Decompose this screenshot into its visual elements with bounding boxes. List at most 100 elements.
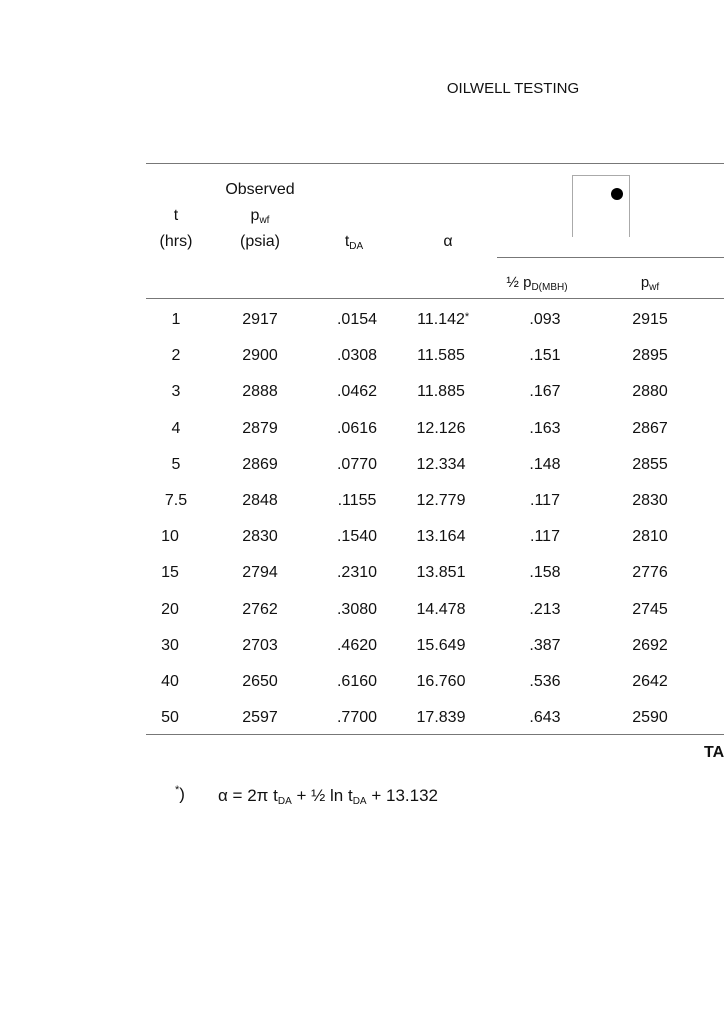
cell-pwf: 2900 <box>242 347 278 365</box>
table-row: 1 2917 .0154 11.142 * .093 2915 <box>0 311 724 331</box>
cell-alpha: 11.585 <box>417 347 465 365</box>
cell-pwf: 2597 <box>242 709 278 727</box>
cell-pwf: 2888 <box>242 383 278 401</box>
cell-half-pd: .167 <box>529 383 561 401</box>
table-row: 15 2794 .2310 13.851 .158 2776 <box>0 564 724 584</box>
cell-t: 10 <box>161 528 179 546</box>
group-rule <box>497 257 724 258</box>
cell-tda: .1540 <box>336 528 378 546</box>
cell-alpha: 12.779 <box>416 492 466 509</box>
cell-half-pd: .117 <box>530 492 560 509</box>
figure-box <box>572 175 630 237</box>
cell-half-pd: .213 <box>529 600 561 618</box>
footnote-marker: *) <box>175 784 185 804</box>
cell-t: 30 <box>161 636 179 654</box>
cell-alpha: 11.885 <box>417 383 465 401</box>
cell-t: 40 <box>161 673 179 690</box>
cell-alpha: 14.478 <box>416 600 466 618</box>
cell-half-pd: .387 <box>529 636 561 654</box>
cell-pwf-calc: 2810 <box>632 528 668 546</box>
cell-pwf: 2879 <box>242 419 278 437</box>
table-top-rule <box>146 163 724 164</box>
cell-tda: .1155 <box>337 492 377 509</box>
header-pwf: pwf <box>250 207 270 226</box>
table-row: 10 2830 .1540 13.164 .117 2810 <box>0 528 724 548</box>
cell-pwf: 2762 <box>242 600 278 618</box>
cell-half-pd: .148 <box>529 455 561 473</box>
cell-pwf-calc: 2745 <box>632 600 668 618</box>
cell-pwf: 2869 <box>242 455 278 473</box>
cell-pwf: 2650 <box>242 673 278 690</box>
table-row: 20 2762 .3080 14.478 .213 2745 <box>0 601 724 621</box>
cell-tda: .7700 <box>336 709 378 727</box>
cell-tda: .4620 <box>336 636 378 654</box>
cell-tda: .0616 <box>336 419 378 437</box>
cell-t: 4 <box>171 419 181 437</box>
table-row: 2 2900 .0308 11.585 .151 2895 <box>0 347 724 367</box>
running-title: OILWELL TESTING <box>446 80 580 97</box>
cell-half-pd: .163 <box>529 419 561 437</box>
cell-tda: .0770 <box>336 455 378 473</box>
header-half-pd: ½ pD(MBH) <box>506 274 568 293</box>
cell-pwf: 2830 <box>242 528 278 546</box>
table-caption-fragment: TA <box>704 744 724 761</box>
cell-pwf: 2794 <box>242 564 278 582</box>
cell-pwf-calc: 2642 <box>632 673 668 690</box>
table-bottom-rule <box>146 734 724 735</box>
cell-t: 20 <box>161 600 179 618</box>
cell-pwf: 2848 <box>242 492 278 509</box>
header-bottom-rule <box>146 298 724 299</box>
cell-t: 50 <box>161 709 179 727</box>
cell-tda: .0462 <box>336 383 378 401</box>
cell-tda: .3080 <box>336 600 378 618</box>
cell-t: 2 <box>171 347 181 365</box>
cell-half-pd: .151 <box>529 347 561 365</box>
header-t-unit: (hrs) <box>159 233 193 250</box>
header-t: t <box>173 207 179 224</box>
header-tda: tDA <box>344 233 364 252</box>
cell-t: 1 <box>171 311 181 328</box>
table-row: 4 2879 .0616 12.126 .163 2867 <box>0 420 724 440</box>
cell-half-pd: .158 <box>529 564 561 582</box>
header-alpha: α <box>443 233 453 250</box>
table-row: 3 2888 .0462 11.885 .167 2880 <box>0 383 724 403</box>
cell-t: 7.5 <box>164 492 188 509</box>
cell-half-pd: .536 <box>529 673 561 690</box>
cell-alpha: 16.760 <box>416 673 466 690</box>
cell-pwf-calc: 2895 <box>632 347 668 365</box>
table-row: 30 2703 .4620 15.649 .387 2692 <box>0 637 724 657</box>
cell-alpha: 17.839 <box>416 709 466 727</box>
cell-tda: .0308 <box>336 347 378 365</box>
header-pwf-calc: pwf <box>640 274 660 293</box>
table-row: 5 2869 .0770 12.334 .148 2855 <box>0 456 724 476</box>
header-pwf-unit: (psia) <box>239 233 281 250</box>
table-row: 7.5 2848 .1155 12.779 .117 2830 <box>0 492 724 512</box>
cell-pwf: 2917 <box>242 311 278 328</box>
cell-t: 5 <box>171 455 181 473</box>
cell-pwf-calc: 2692 <box>632 636 668 654</box>
cell-alpha: 15.649 <box>416 636 466 654</box>
cell-tda: .2310 <box>336 564 378 582</box>
cell-alpha: 11.142 * <box>417 311 470 328</box>
table-row: 40 2650 .6160 16.760 .536 2642 <box>0 673 724 693</box>
header-observed: Observed <box>225 181 295 198</box>
cell-half-pd: .093 <box>529 311 561 328</box>
cell-pwf-calc: 2590 <box>632 709 668 727</box>
cell-alpha: 12.334 <box>416 455 466 473</box>
cell-alpha: 13.851 <box>416 564 466 582</box>
cell-tda: .6160 <box>336 673 378 690</box>
cell-alpha: 12.126 <box>416 419 466 437</box>
cell-t: 15 <box>161 564 179 582</box>
cell-t: 3 <box>171 383 181 401</box>
cell-pwf-calc: 2855 <box>632 455 668 473</box>
cell-pwf-calc: 2776 <box>632 564 668 582</box>
cell-alpha: 13.164 <box>416 528 466 546</box>
cell-pwf-calc: 2867 <box>632 419 668 437</box>
table-row: 50 2597 .7700 17.839 .643 2590 <box>0 709 724 729</box>
cell-tda: .0154 <box>336 311 378 328</box>
cell-pwf-calc: 2915 <box>632 311 668 328</box>
cell-half-pd: .643 <box>529 709 561 727</box>
footnote-formula: α = 2π tDA + ½ ln tDA + 13.132 <box>218 786 438 807</box>
bullet-dot-icon <box>611 188 623 200</box>
